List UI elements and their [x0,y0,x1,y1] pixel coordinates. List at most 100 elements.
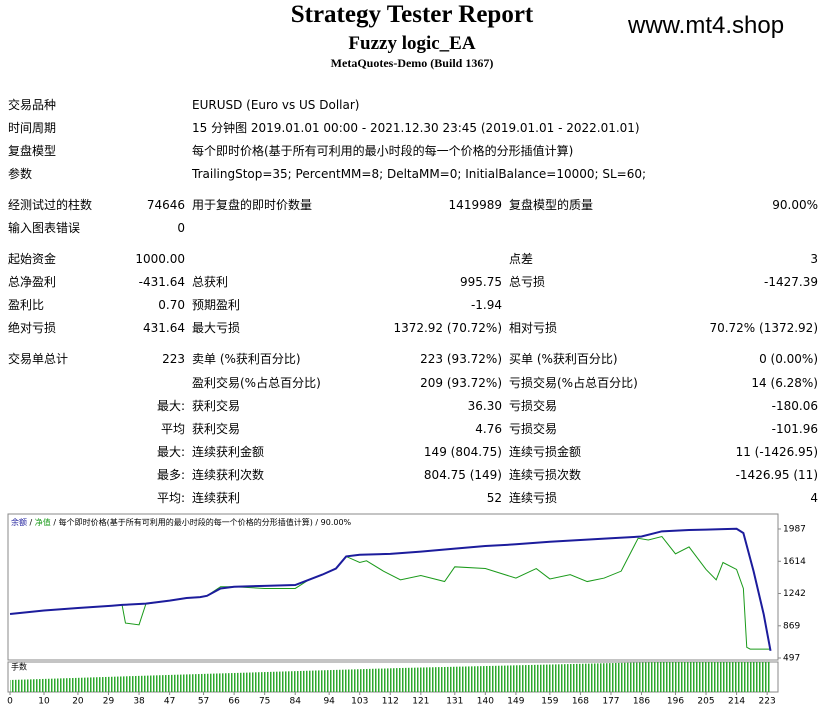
stat-label: 连续亏损金额 [509,445,582,459]
stat-value: 209 (93.72%) [420,376,502,390]
info-label: 参数 [8,167,33,181]
stat-label: 复盘模型的质量 [509,198,594,212]
stat-label: 点差 [509,252,534,266]
plot-frame [7,513,779,661]
x-tick-label: 47 [164,697,175,707]
stat-label: 预期盈利 [192,298,241,312]
balance-line [9,527,772,652]
x-tick-label: 38 [133,697,145,707]
stat-label: 亏损交易(%占总百分比) [509,376,638,390]
stat-label: 用于复盘的即时价数量 [192,198,313,212]
stat-label: 经测试过的柱数 [8,198,93,212]
stat-label: 相对亏损 [509,321,558,335]
stat-label: 连续获利 [192,491,241,505]
legend-sep: / [30,518,33,527]
info-label: 时间周期 [8,121,57,135]
info-label: 复盘模型 [8,144,57,158]
legend-equity: 净值 [35,517,51,527]
info-value: 每个即时价格(基于所有可利用的最小时段的每一个价格的分形插值计算) [192,144,574,158]
stat-value: 36.30 [467,399,502,413]
x-tick-label: 131 [446,697,463,707]
y-tick-label: 869 [783,621,800,631]
stat-label: 获利交易 [192,399,241,413]
stat-label: 连续亏损次数 [509,468,582,482]
x-tick-label: 84 [289,697,301,707]
stat-label: 获利交易 [192,422,241,436]
stat-label: 连续亏损 [509,491,558,505]
stat-value: 804.75 (149) [423,468,502,482]
stat-label: 最大亏损 [192,321,241,335]
stat-value: 223 [162,352,185,366]
x-tick-label: 29 [103,697,115,707]
x-tick-label: 177 [602,697,619,707]
stat-label: 交易单总计 [8,352,69,366]
stat-value: 最多: [156,468,185,482]
report-title: Strategy Tester Report [290,1,534,28]
watermark: www.mt4.shop [628,12,785,39]
x-tick-label: 186 [633,697,650,707]
stat-label: 总净盈利 [8,275,57,289]
stat-label: 买单 (%获利百分比) [509,352,618,366]
stat-value: 995.75 [460,275,502,289]
stat-value: 1000.00 [135,252,185,266]
stat-value: 149 (804.75) [423,445,502,459]
stat-value: 14 (6.28%) [751,376,818,390]
x-tick-label: 20 [72,697,84,707]
stat-label: 连续获利次数 [192,468,265,482]
info-value: EURUSD (Euro vs US Dollar) [192,98,360,112]
stat-value: 90.00% [772,198,818,212]
stat-value: 0 (0.00%) [759,352,818,366]
x-tick-label: 168 [572,697,589,707]
y-tick-label: 1614 [783,557,806,567]
stat-value: 74646 [146,198,185,212]
stat-value: -431.64 [138,275,185,289]
stat-value: 4 [810,491,818,505]
stat-value: 平均: [156,491,185,505]
chart-legend: 余额 / 净值 / 每个即时价格(基于所有可利用的最小时段的每一个价格的分形插值… [11,517,352,527]
legend-sep: / [53,518,56,527]
stat-value: 1419989 [448,198,502,212]
stat-label: 起始资金 [8,252,57,266]
legend-model: 每个即时价格(基于所有可利用的最小时段的每一个价格的分形插值计算) [59,517,313,527]
stat-label: 总亏损 [509,275,546,289]
x-tick-label: 57 [198,697,209,707]
x-tick-label: 0 [7,697,13,707]
stat-label: 盈利交易(%占总百分比) [192,376,321,390]
x-tick-label: 112 [382,697,399,707]
x-tick-label: 159 [541,697,558,707]
stat-value: 223 (93.72%) [420,352,502,366]
stat-value: 1372.92 (70.72%) [393,321,502,335]
stat-label: 输入图表错误 [8,221,81,235]
stat-label: 亏损交易 [509,422,558,436]
x-tick-label: 223 [759,697,776,707]
stat-value: 0.70 [158,298,185,312]
x-tick-label: 196 [667,697,684,707]
stat-value: -1427.39 [764,275,818,289]
x-tick-label: 149 [507,697,524,707]
x-tick-label: 10 [38,697,50,707]
stat-value: 最大: [156,399,185,413]
x-tick-label: 103 [351,697,368,707]
stat-value: 431.64 [143,321,185,335]
stat-label: 连续获利金额 [192,445,265,459]
x-tick-label: 121 [412,697,429,707]
stat-label: 卖单 (%获利百分比) [192,352,301,366]
info-value: TrailingStop=35; PercentMM=8; DeltaMM=0;… [192,167,647,181]
x-tick-label: 140 [477,697,494,707]
y-tick-label: 1242 [783,589,806,599]
x-tick-label: 75 [259,697,270,707]
server: MetaQuotes-Demo (Build 1367) [330,56,494,70]
stat-value: -101.96 [771,422,818,436]
stat-value: 11 (-1426.95) [735,445,818,459]
stat-value: -1.94 [470,298,502,312]
stat-value: 52 [486,491,502,505]
x-tick-label: 205 [697,697,714,707]
info-label: 交易品种 [8,98,57,112]
stat-value: -180.06 [771,399,818,413]
legend-sep: / [315,518,318,527]
stat-label: 总获利 [192,275,229,289]
stat-label: 亏损交易 [509,399,558,413]
y-tick-label: 1987 [783,524,806,534]
